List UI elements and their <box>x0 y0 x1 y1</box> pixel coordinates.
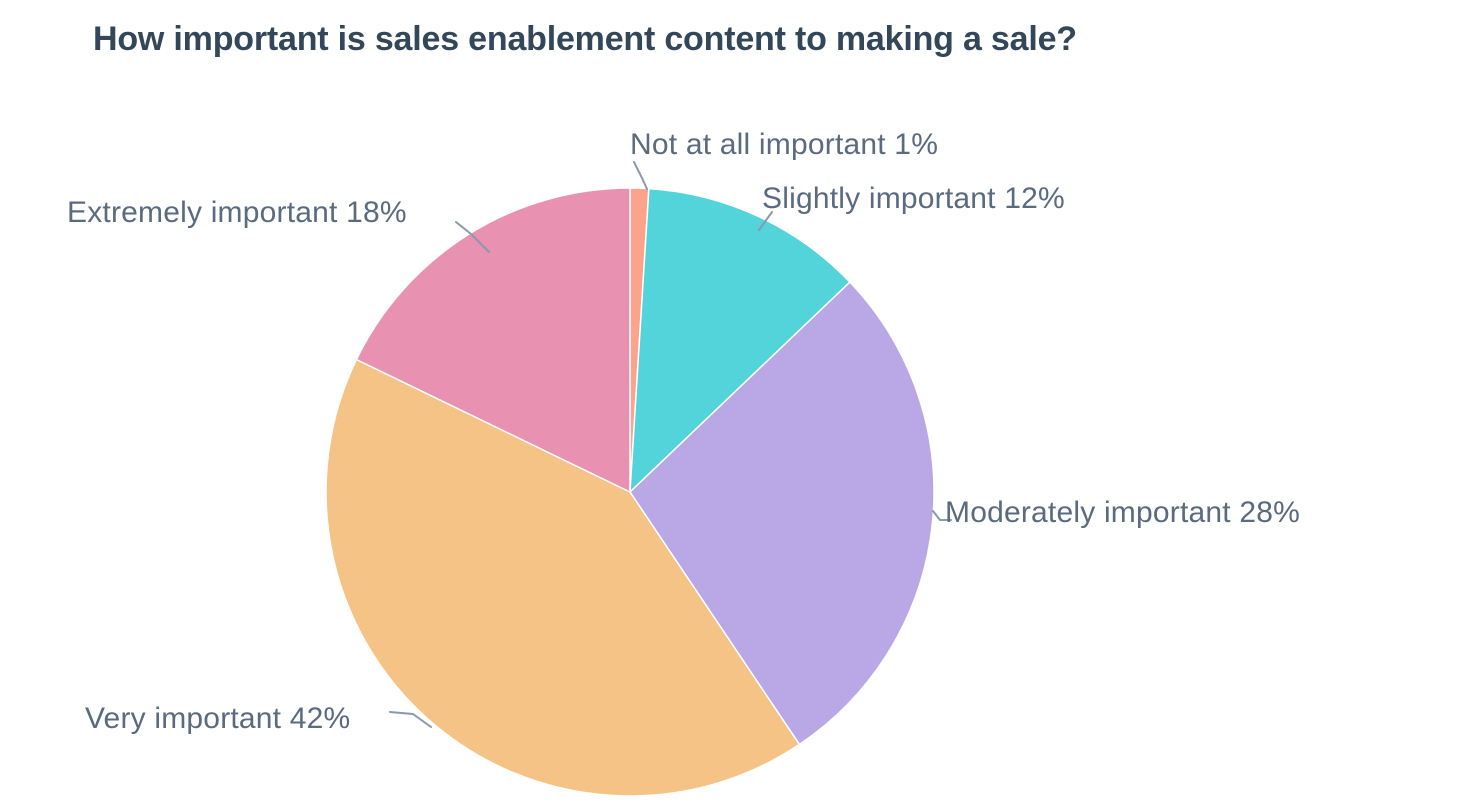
slice-label-moderately-important: Moderately important 28% <box>945 496 1300 529</box>
leader-line <box>633 161 648 190</box>
slice-label-not-at-all-important: Not at all important 1% <box>630 128 939 161</box>
pie-slice-slightly-important <box>629 187 851 493</box>
slice-label-very-important: Very important 42% <box>85 702 351 735</box>
pie-slice-very-important <box>325 358 801 797</box>
slice-label-extremely-important: Extremely important 18% <box>67 196 407 229</box>
pie-slice-extremely-important <box>355 187 631 493</box>
pie-slices <box>325 187 935 797</box>
leader-line <box>389 711 432 728</box>
slice-label-slightly-important: Slightly important 12% <box>762 182 1065 215</box>
leader-line <box>758 211 773 231</box>
leader-lines <box>389 161 952 728</box>
chart-title: How important is sales enablement conten… <box>93 20 1077 58</box>
leader-line <box>932 510 952 521</box>
leader-line <box>455 221 490 253</box>
pie-slice-moderately-important <box>629 281 935 746</box>
